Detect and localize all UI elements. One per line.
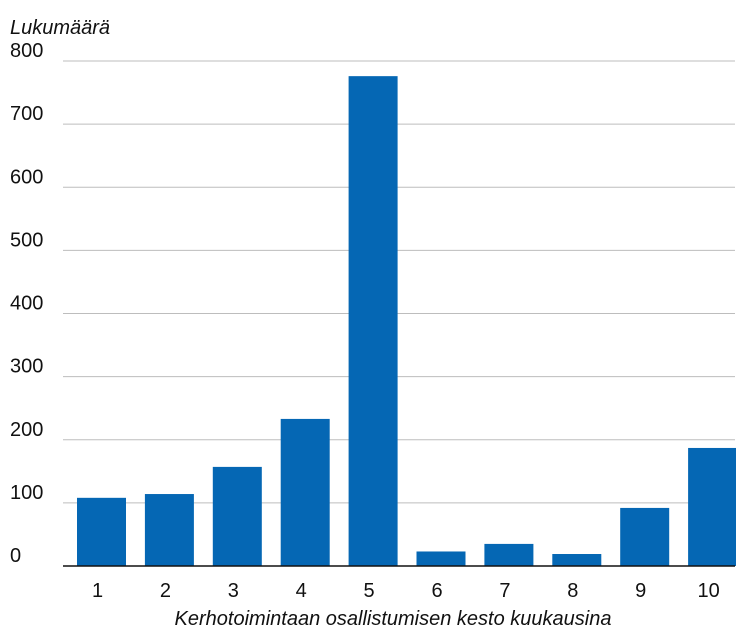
x-tick-label: 3 <box>228 580 239 602</box>
bar-3 <box>212 466 262 566</box>
bar-8 <box>552 554 602 566</box>
y-axis-ticks: 0 100 200 300 400 500 600 700 800 <box>10 40 43 567</box>
y-tick-label: 800 <box>10 40 43 62</box>
bar-6 <box>416 551 466 566</box>
x-tick-label: 6 <box>431 580 442 602</box>
x-tick-label: 2 <box>160 580 171 602</box>
y-tick-label: 600 <box>10 166 43 188</box>
bar-7 <box>484 543 534 566</box>
x-tick-label: 7 <box>499 580 510 602</box>
x-tick-label: 8 <box>567 580 578 602</box>
bars <box>77 76 736 567</box>
y-tick-label: 300 <box>10 356 43 378</box>
bar-4 <box>280 418 330 566</box>
y-tick-label: 700 <box>10 103 43 125</box>
x-tick-label: 5 <box>364 580 375 602</box>
y-tick-label: 100 <box>10 482 43 504</box>
y-tick-label: 200 <box>10 419 43 441</box>
y-tick-label: 500 <box>10 229 43 251</box>
bar-2 <box>144 494 194 566</box>
x-tick-label: 10 <box>697 580 719 602</box>
bar-5 <box>348 76 398 567</box>
gridlines <box>63 60 735 504</box>
x-axis-title: Kerhotoimintaan osallistumisen kesto kuu… <box>175 608 612 630</box>
bar-1 <box>77 497 126 566</box>
y-tick-label: 400 <box>10 293 43 315</box>
x-tick-label: 1 <box>92 580 103 602</box>
y-tick-label: 0 <box>10 545 21 567</box>
x-tick-label: 4 <box>296 580 307 602</box>
y-axis-title: Lukumäärä <box>10 17 110 39</box>
bar-10 <box>688 447 736 566</box>
bar-9 <box>620 507 670 566</box>
x-axis-ticks: 1 2 3 4 5 6 7 8 9 10 <box>92 580 720 602</box>
x-tick-label: 9 <box>635 580 646 602</box>
